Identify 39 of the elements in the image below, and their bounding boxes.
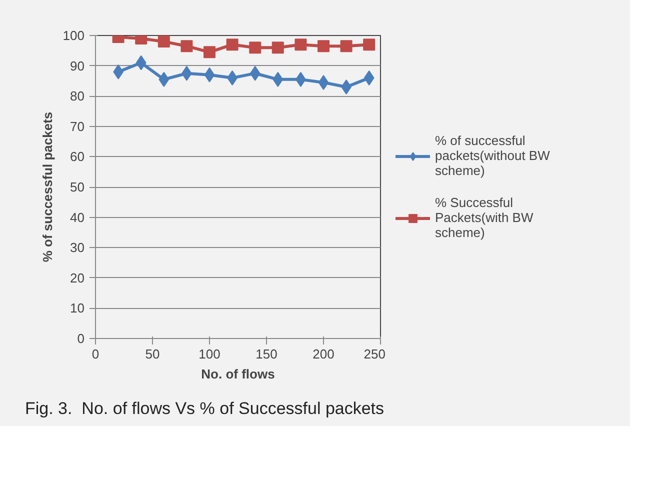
y-tick-label: 10 — [70, 300, 85, 316]
point — [364, 70, 374, 86]
point — [180, 40, 193, 52]
y-tick-label: 90 — [70, 58, 85, 74]
point — [226, 38, 238, 51]
y-tick-label: 80 — [70, 88, 85, 104]
x-tick-label: 50 — [145, 346, 160, 362]
x-tick-label: 100 — [198, 346, 220, 362]
point — [318, 74, 329, 90]
caption: Fig. 3. No. of flows Vs % of Successful packets — [25, 398, 384, 420]
x-tick-label: 0 — [92, 346, 100, 362]
x-tick-label: 150 — [256, 346, 278, 362]
point — [318, 40, 330, 52]
point — [272, 42, 284, 54]
x-axis-title: No. of flows — [201, 366, 275, 382]
point — [363, 38, 376, 51]
y-tick-label: 20 — [70, 270, 85, 286]
y-axis-title: % of successful packets — [40, 112, 55, 262]
point — [204, 67, 215, 82]
legend-label: % Successful Packets(with BW scheme) — [435, 194, 534, 242]
y-tick-label: 50 — [70, 180, 85, 194]
y-tick-label: 40 — [70, 210, 85, 225]
y-tick-label: 30 — [70, 240, 85, 256]
x-tick-label: 200 — [312, 346, 334, 362]
point — [158, 36, 170, 48]
point — [294, 38, 307, 51]
y-tick-label: 0 — [77, 331, 85, 346]
point — [136, 55, 146, 70]
point — [204, 46, 216, 58]
point — [249, 42, 262, 54]
point — [158, 72, 170, 87]
y-tick-label: 70 — [70, 118, 85, 134]
y-tick-label: 60 — [70, 149, 85, 164]
x-tick-label: 250 — [364, 346, 386, 362]
y-tick-label: 100 — [62, 28, 85, 43]
point — [272, 72, 284, 87]
legend-label: % of successful packets(without BW scheme) — [435, 132, 550, 180]
point — [340, 40, 352, 52]
point — [250, 66, 260, 81]
